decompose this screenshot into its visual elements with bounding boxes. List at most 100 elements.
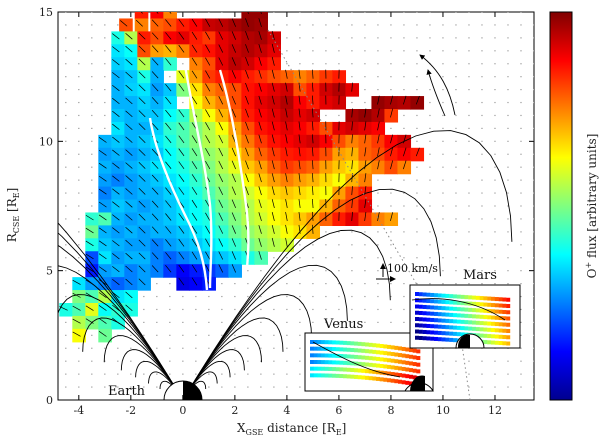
venus-flux-cell [343,354,347,359]
velocity-arrow [151,252,159,260]
x-tick-label: 8 [387,404,394,417]
grid-dot [299,334,301,336]
velocity-arrow [271,186,275,196]
grid-dot [520,218,522,220]
mars-flux-cell [415,323,419,328]
velocity-arrow [231,18,236,27]
grid-dot [416,166,418,168]
velocity-arrow [165,58,172,66]
venus-flux-cell [346,341,351,346]
grid-dot [273,360,275,362]
grid-dot [65,218,67,220]
outer-trail-arrows [419,54,456,117]
velocity-arrow [112,110,120,117]
mars-flux-cell [441,337,446,342]
velocity-arrow [364,211,367,221]
grid-dot [390,89,392,91]
mars-flux-cell [449,325,454,330]
velocity-arrow [312,198,314,209]
grid-dot [533,192,534,194]
grid-dot [390,308,392,311]
grid-dot [156,334,158,336]
mars-flux-cell [422,329,427,334]
grid-dot [533,37,534,39]
grid-dot [247,386,249,388]
velocity-arrow [120,20,128,27]
mars-flux-cell [472,314,476,319]
grid-dot [468,283,470,285]
velocity-arrow [285,95,288,105]
mars-flux-cell [445,337,450,342]
velocity-scale-label: 100 km/s [387,262,438,275]
grid-dot [234,334,236,336]
grid-dot [234,386,236,388]
grid-dot [182,295,184,298]
mars-flux-cell [487,340,492,345]
flux-cell [254,12,268,20]
grid-dot [403,50,405,52]
mars-flux-cell [445,325,450,330]
grid-dot [390,127,392,129]
grid-dot [442,192,444,194]
grid-dot [468,24,470,26]
grid-dot [91,360,93,362]
grid-dot [507,386,509,388]
velocity-arrow [258,238,262,247]
velocity-arrow [245,69,249,79]
grid-dot [273,257,275,259]
velocity-arrow [72,305,81,311]
grid-dot [208,347,210,349]
grid-dot [494,244,496,246]
mars-flux-cell [498,328,503,333]
grid-dot [221,283,223,285]
grid-dot [533,347,534,349]
mars-flux-cell [472,308,476,313]
grid-dot [325,37,327,39]
grid-dot [351,283,353,285]
velocity-arrow [390,108,394,118]
velocity-arrow [245,160,249,170]
velocity-arrow [205,122,211,131]
venus-flux-cell [365,375,369,380]
mars-flux-cell [415,292,419,296]
venus-flux-cell [361,368,366,373]
velocity-arrow [112,214,120,221]
grid-dot [65,257,67,259]
velocity-arrow [191,212,198,221]
grid-dot [442,257,444,259]
velocity-arrow [138,123,146,131]
white-trace-1 [148,117,209,291]
venus-flux-cell [409,348,413,353]
venus-flux-cell [354,374,358,379]
grid-dot [260,347,262,349]
grid-dot [429,37,431,39]
grid-dot [429,179,431,181]
venus-flux-cell [383,364,388,369]
x-tick-label: 12 [488,404,502,417]
grid-dot [377,63,379,65]
grid-dot [130,386,132,388]
velocity-arrow [364,121,367,131]
grid-dot [494,140,496,142]
grid-dot [494,270,496,272]
velocity-arrow [151,97,159,105]
y-tick-label: 5 [46,265,53,278]
velocity-arrow [271,199,275,209]
mars-flux-cell [422,292,427,297]
mars-flux-cell [422,311,427,316]
velocity-arrow [178,174,185,182]
velocity-arrow [285,160,288,170]
grid-dot [416,24,418,26]
velocity-arrow [351,134,353,144]
grid-dot [143,386,145,388]
grid-dot [455,50,457,52]
velocity-arrow [390,95,394,105]
velocity-arrow [98,227,107,234]
grid-dot [234,321,236,323]
grid-dot [91,24,93,26]
velocity-arrow [112,97,120,105]
mars-flux-cell [475,314,480,319]
grid-dot [520,12,522,13]
grid-dot [299,373,301,375]
mars-flux-cell [437,330,442,335]
